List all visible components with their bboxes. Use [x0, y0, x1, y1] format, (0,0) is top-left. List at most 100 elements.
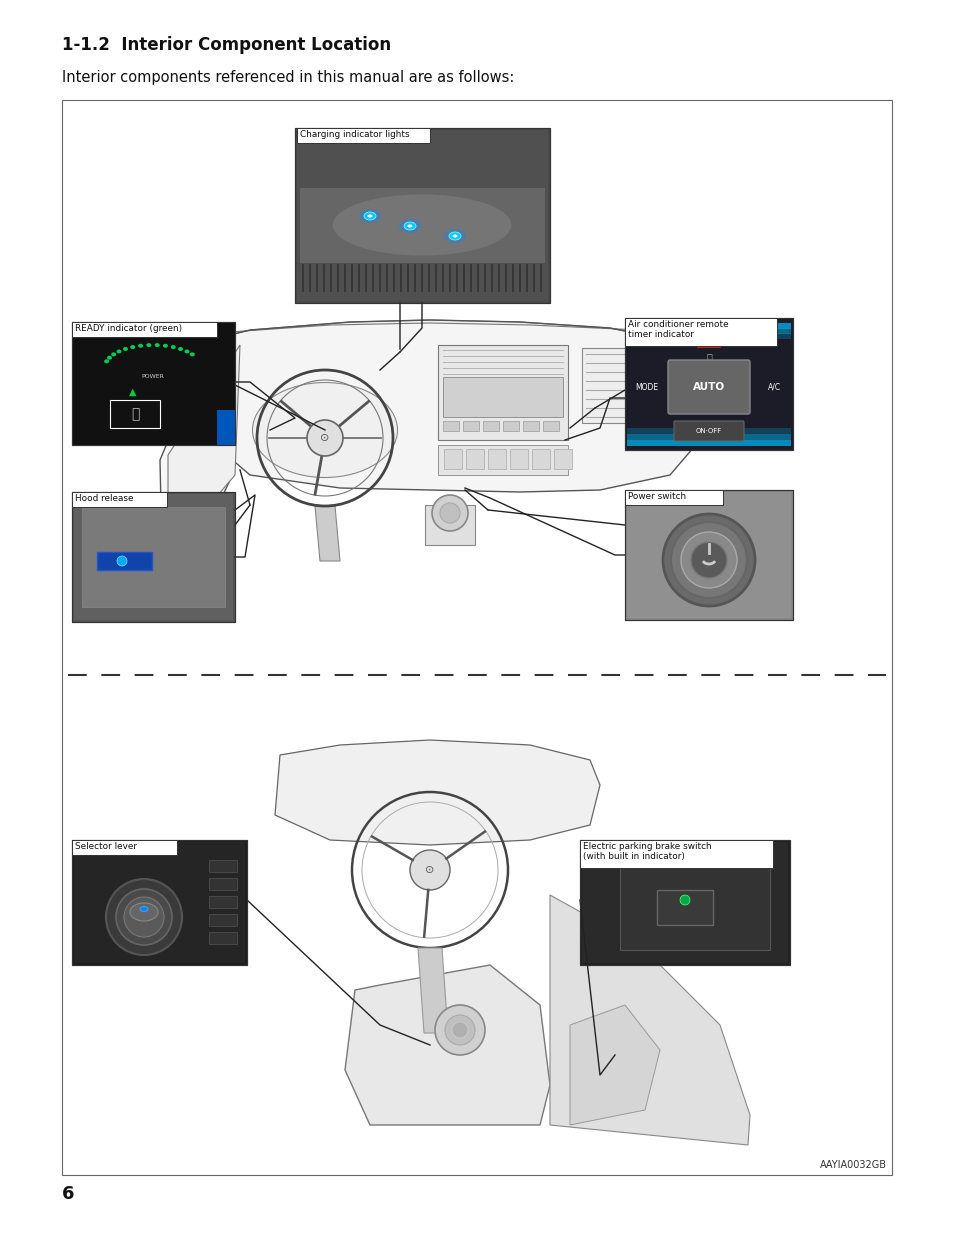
Ellipse shape — [116, 350, 121, 353]
FancyBboxPatch shape — [667, 359, 749, 414]
Bar — [209, 897, 236, 908]
Bar — [510, 450, 527, 469]
Bar — [71, 322, 216, 337]
Bar — [626, 433, 790, 440]
Text: Selector lever: Selector lever — [75, 842, 137, 851]
Bar — [624, 490, 722, 505]
Bar — [209, 914, 236, 926]
Ellipse shape — [358, 209, 380, 224]
Bar — [542, 421, 558, 431]
Ellipse shape — [333, 194, 511, 256]
Bar — [74, 842, 245, 963]
Bar — [488, 450, 505, 469]
Bar — [522, 421, 538, 431]
Bar — [110, 400, 160, 429]
Bar — [71, 492, 234, 622]
Polygon shape — [569, 1005, 659, 1125]
Bar — [626, 429, 790, 433]
Bar — [294, 128, 550, 303]
Ellipse shape — [452, 235, 457, 237]
Bar — [424, 505, 475, 545]
Bar — [657, 890, 712, 925]
Bar — [554, 450, 572, 469]
Bar — [465, 450, 483, 469]
Ellipse shape — [130, 903, 158, 921]
Text: Power switch: Power switch — [627, 492, 685, 501]
Text: READY indicator (green): READY indicator (green) — [75, 324, 182, 333]
Text: Hood release: Hood release — [75, 494, 133, 503]
Bar — [624, 490, 792, 620]
Bar — [619, 860, 769, 950]
Circle shape — [680, 532, 737, 588]
Ellipse shape — [364, 212, 375, 220]
Ellipse shape — [253, 383, 397, 478]
Circle shape — [662, 514, 754, 606]
Bar — [71, 840, 247, 965]
Polygon shape — [345, 965, 550, 1125]
Ellipse shape — [190, 352, 194, 357]
Ellipse shape — [163, 343, 168, 348]
Bar — [624, 317, 792, 450]
Circle shape — [307, 420, 343, 456]
Text: A/C: A/C — [767, 383, 781, 391]
Bar — [626, 440, 790, 446]
Text: Electric parking brake switch
(with built in indicator): Electric parking brake switch (with buil… — [582, 842, 711, 861]
Bar — [71, 840, 247, 965]
Ellipse shape — [407, 225, 412, 227]
Bar — [71, 492, 234, 622]
Circle shape — [117, 556, 127, 566]
Bar — [579, 840, 789, 965]
Bar — [71, 840, 177, 855]
Circle shape — [439, 503, 459, 522]
Polygon shape — [299, 188, 544, 263]
Bar — [624, 317, 792, 450]
Ellipse shape — [138, 343, 143, 348]
Bar — [626, 324, 790, 329]
Ellipse shape — [449, 232, 460, 240]
Bar — [82, 508, 225, 606]
Bar — [443, 450, 461, 469]
Polygon shape — [314, 506, 339, 561]
Text: POWER: POWER — [141, 374, 164, 379]
Bar — [437, 445, 567, 475]
Polygon shape — [274, 740, 599, 845]
Circle shape — [124, 897, 164, 937]
Circle shape — [679, 895, 689, 905]
Circle shape — [410, 850, 450, 890]
Circle shape — [435, 1005, 484, 1055]
Bar — [209, 932, 236, 944]
Bar — [209, 878, 236, 890]
Circle shape — [444, 1015, 475, 1045]
Ellipse shape — [367, 215, 372, 217]
Ellipse shape — [104, 359, 109, 363]
Bar — [74, 494, 233, 620]
Ellipse shape — [171, 345, 175, 350]
Text: 6: 6 — [62, 1186, 74, 1203]
Text: 1-1.2  Interior Component Location: 1-1.2 Interior Component Location — [62, 36, 391, 54]
FancyBboxPatch shape — [673, 421, 743, 441]
Ellipse shape — [443, 228, 465, 243]
Bar — [216, 410, 234, 445]
Bar — [437, 345, 567, 440]
Ellipse shape — [146, 343, 152, 347]
Circle shape — [690, 542, 726, 578]
Text: Interior components referenced in this manual are as follows:: Interior components referenced in this m… — [62, 70, 514, 85]
Text: MODE: MODE — [635, 383, 658, 391]
Bar — [502, 421, 518, 431]
Ellipse shape — [107, 356, 112, 359]
Text: AUTO: AUTO — [692, 382, 724, 391]
Bar — [62, 100, 891, 1174]
Text: ▲: ▲ — [129, 387, 136, 396]
Bar — [71, 322, 234, 445]
Text: Air conditioner remote
timer indicator: Air conditioner remote timer indicator — [627, 320, 728, 340]
Circle shape — [106, 879, 182, 955]
Polygon shape — [210, 320, 709, 492]
Bar — [442, 377, 562, 417]
Bar — [579, 840, 789, 965]
Ellipse shape — [184, 350, 190, 353]
Ellipse shape — [130, 345, 135, 350]
Ellipse shape — [140, 906, 148, 911]
Bar — [624, 317, 776, 346]
Bar — [697, 340, 720, 348]
Circle shape — [432, 495, 468, 531]
